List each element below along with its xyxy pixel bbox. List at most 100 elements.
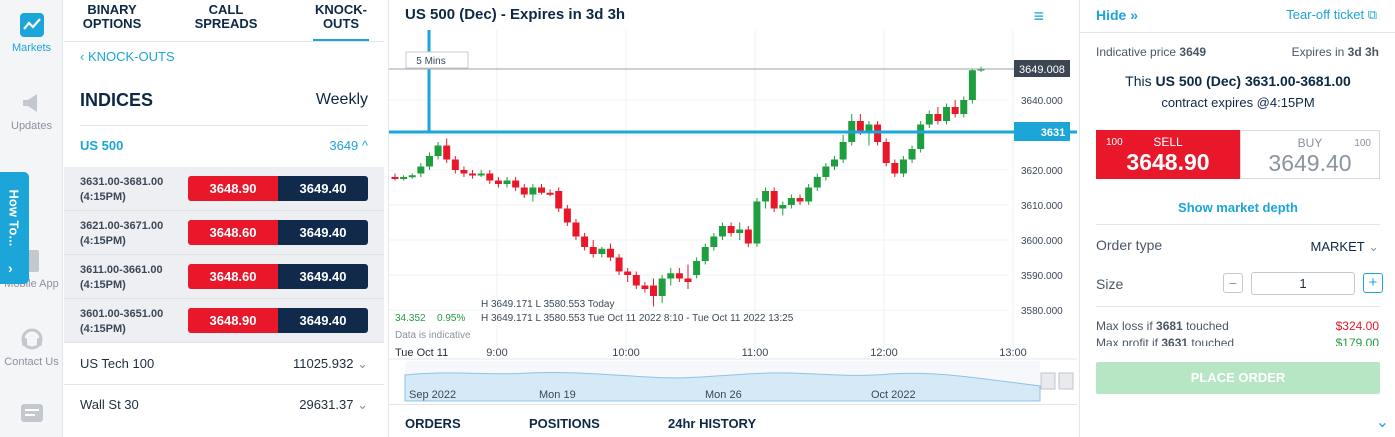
- candle-body: [856, 121, 864, 132]
- sell-price-button[interactable]: 3648.90: [188, 308, 278, 333]
- market-price: 29631.37: [299, 397, 354, 412]
- market-value[interactable]: 29631.37 ⌄: [299, 397, 368, 413]
- double-chevron-right-icon: »: [1130, 7, 1139, 23]
- strike-time-text: (4:15PM): [80, 323, 126, 335]
- buy-price-button[interactable]: 3649.40: [278, 220, 368, 245]
- candle-body: [805, 187, 813, 202]
- navigator-right-button[interactable]: [1058, 372, 1074, 390]
- indicative-note: Data is indicative: [395, 330, 471, 341]
- strike-row[interactable]: 3611.00-3661.00 (4:15PM) 3648.60 3649.40: [64, 255, 384, 299]
- decrease-size-button[interactable]: −: [1223, 273, 1243, 293]
- candle-body: [658, 278, 666, 296]
- buy-price-button[interactable]: 3649.40: [278, 176, 368, 201]
- tab-24hr-history[interactable]: 24hr HISTORY: [668, 416, 757, 431]
- market-name[interactable]: Wall St 30: [80, 397, 139, 412]
- date-label: Tue Oct 11: [395, 347, 448, 359]
- market-us500-name[interactable]: US 500: [80, 138, 124, 153]
- strike-time-text: (4:15PM): [80, 279, 126, 291]
- sell-price-button[interactable]: 3648.60: [188, 220, 278, 245]
- place-order-button[interactable]: PLACE ORDER: [1096, 362, 1380, 394]
- size-input[interactable]: 1: [1251, 272, 1355, 295]
- candle-body: [641, 285, 649, 289]
- y-tick-label: 3600.000: [1021, 236, 1063, 247]
- contract-name: US 500 (Dec) 3631.00-3681.00: [1155, 73, 1351, 89]
- max-loss-value: $324.00: [1335, 319, 1379, 333]
- navigator-left-button[interactable]: [1040, 372, 1056, 390]
- max-profit: Max profit if 3631 touched: [1096, 336, 1234, 346]
- how-to-tab[interactable]: How To... ›: [0, 172, 29, 284]
- last-price-tag-text: 3649.008: [1019, 64, 1065, 76]
- external-link-icon: ⧉: [1367, 7, 1377, 22]
- buy-button[interactable]: BUY 100 3649.40: [1240, 130, 1380, 179]
- x-tick-label: 12:00: [870, 347, 898, 359]
- market-price: 11025.932: [292, 356, 354, 371]
- sell-price-button[interactable]: 3648.60: [188, 264, 278, 289]
- chart-grid: [389, 30, 1014, 359]
- market-value[interactable]: 11025.932 ⌄: [293, 356, 368, 372]
- buy-price-button[interactable]: 3649.40: [278, 264, 368, 289]
- hide-button[interactable]: Hide »: [1096, 7, 1138, 23]
- buy-price: 3649.40: [1268, 150, 1352, 176]
- candle-body: [831, 159, 838, 167]
- sell-button[interactable]: 100 SELL 3648.90: [1096, 130, 1240, 179]
- navigator-label: Oct 2022: [871, 389, 916, 401]
- candle-body: [865, 124, 873, 132]
- price-chart[interactable]: 3640.000 3620.000 3610.000 3600.000 3590.000…: [389, 30, 1077, 404]
- rail-label-contact-us: Contact Us: [4, 356, 59, 368]
- markets-panel: BINARY OPTIONS CALL SPREADS KNOCK- OUTS …: [64, 0, 384, 437]
- tab-call-spreads[interactable]: CALL SPREADS: [194, 2, 258, 31]
- tear-off-ticket-link[interactable]: Tear-off ticket ⧉: [1286, 7, 1377, 23]
- rail-item-contact-us[interactable]: Contact Us: [0, 326, 63, 368]
- rail-item-markets[interactable]: Markets: [0, 12, 63, 54]
- candle-body: [391, 177, 399, 179]
- strike-row[interactable]: 3631.00-3681.00 (4:15PM) 3648.90 3649.40: [64, 167, 384, 211]
- indicative-price-label: Indicative price: [1096, 45, 1177, 59]
- increase-size-button[interactable]: +: [1363, 273, 1383, 293]
- tab-binary-options[interactable]: BINARY OPTIONS: [82, 2, 142, 31]
- rail-label-markets: Markets: [11, 42, 52, 54]
- x-tick-label: 11:00: [742, 347, 769, 359]
- candle-body: [960, 100, 968, 114]
- rail-item-updates[interactable]: Updates: [0, 90, 63, 132]
- candle-body: [572, 222, 580, 237]
- section-period[interactable]: Weekly: [315, 91, 368, 108]
- strike-row[interactable]: 3601.00-3651.00 (4:15PM) 3648.90 3649.40: [64, 299, 384, 343]
- order-type-select[interactable]: MARKET ⌄: [1311, 239, 1379, 255]
- candle-body: [563, 208, 571, 223]
- last-price-tag: [1014, 60, 1070, 77]
- candle-body: [839, 142, 847, 160]
- candle-body: [796, 198, 804, 202]
- market-name[interactable]: US Tech 100: [80, 356, 155, 371]
- chevron-right-icon: ›: [8, 260, 13, 276]
- deal-ticket: Hide » Tear-off ticket ⧉ Indicative pric…: [1079, 0, 1395, 437]
- sell-price: 3648.90: [1126, 149, 1210, 175]
- candle-body: [606, 248, 614, 258]
- back-link[interactable]: ‹ KNOCK-OUTS: [80, 49, 175, 64]
- market-us500-value[interactable]: 3649 ^: [329, 138, 368, 153]
- how-to-label: How To...: [6, 189, 22, 247]
- double-chevron-down-icon[interactable]: ⌄: [1375, 414, 1389, 431]
- tab-positions[interactable]: POSITIONS: [529, 416, 600, 431]
- strike-row[interactable]: 3621.00-3671.00 (4:15PM) 3648.60 3649.40: [64, 211, 384, 255]
- candle-body: [934, 114, 942, 121]
- candle-body: [917, 124, 925, 149]
- tab-orders[interactable]: ORDERS: [405, 416, 461, 431]
- candle-body: [486, 173, 494, 181]
- sell-price-button[interactable]: 3648.90: [188, 176, 278, 201]
- y-tick-label: 3590.000: [1021, 271, 1063, 282]
- show-market-depth-link[interactable]: Show market depth: [1178, 200, 1298, 215]
- candle-body: [968, 70, 976, 100]
- strike-range-text: 3601.00-3651.00: [80, 308, 164, 320]
- rail-item-feedback[interactable]: [0, 402, 63, 432]
- range-navigator[interactable]: Sep 2022 Mon 19 Mon 26 Oct 2022: [404, 361, 1074, 402]
- buy-price-button[interactable]: 3649.40: [278, 308, 368, 333]
- candle-body: [925, 114, 933, 125]
- sell-label: SELL: [1153, 135, 1183, 149]
- interval-box[interactable]: [405, 51, 469, 69]
- candle-body: [546, 192, 554, 195]
- ohlc-line-2: H 3649.171 L 3580.553 Tue Oct 11 2022 8:…: [481, 313, 794, 324]
- order-type-label: Order type: [1096, 237, 1163, 253]
- candle-body: [529, 187, 537, 195]
- tab-knock-outs[interactable]: KNOCK- OUTS: [313, 3, 369, 41]
- hamburger-menu-icon[interactable]: ≡: [1033, 6, 1044, 26]
